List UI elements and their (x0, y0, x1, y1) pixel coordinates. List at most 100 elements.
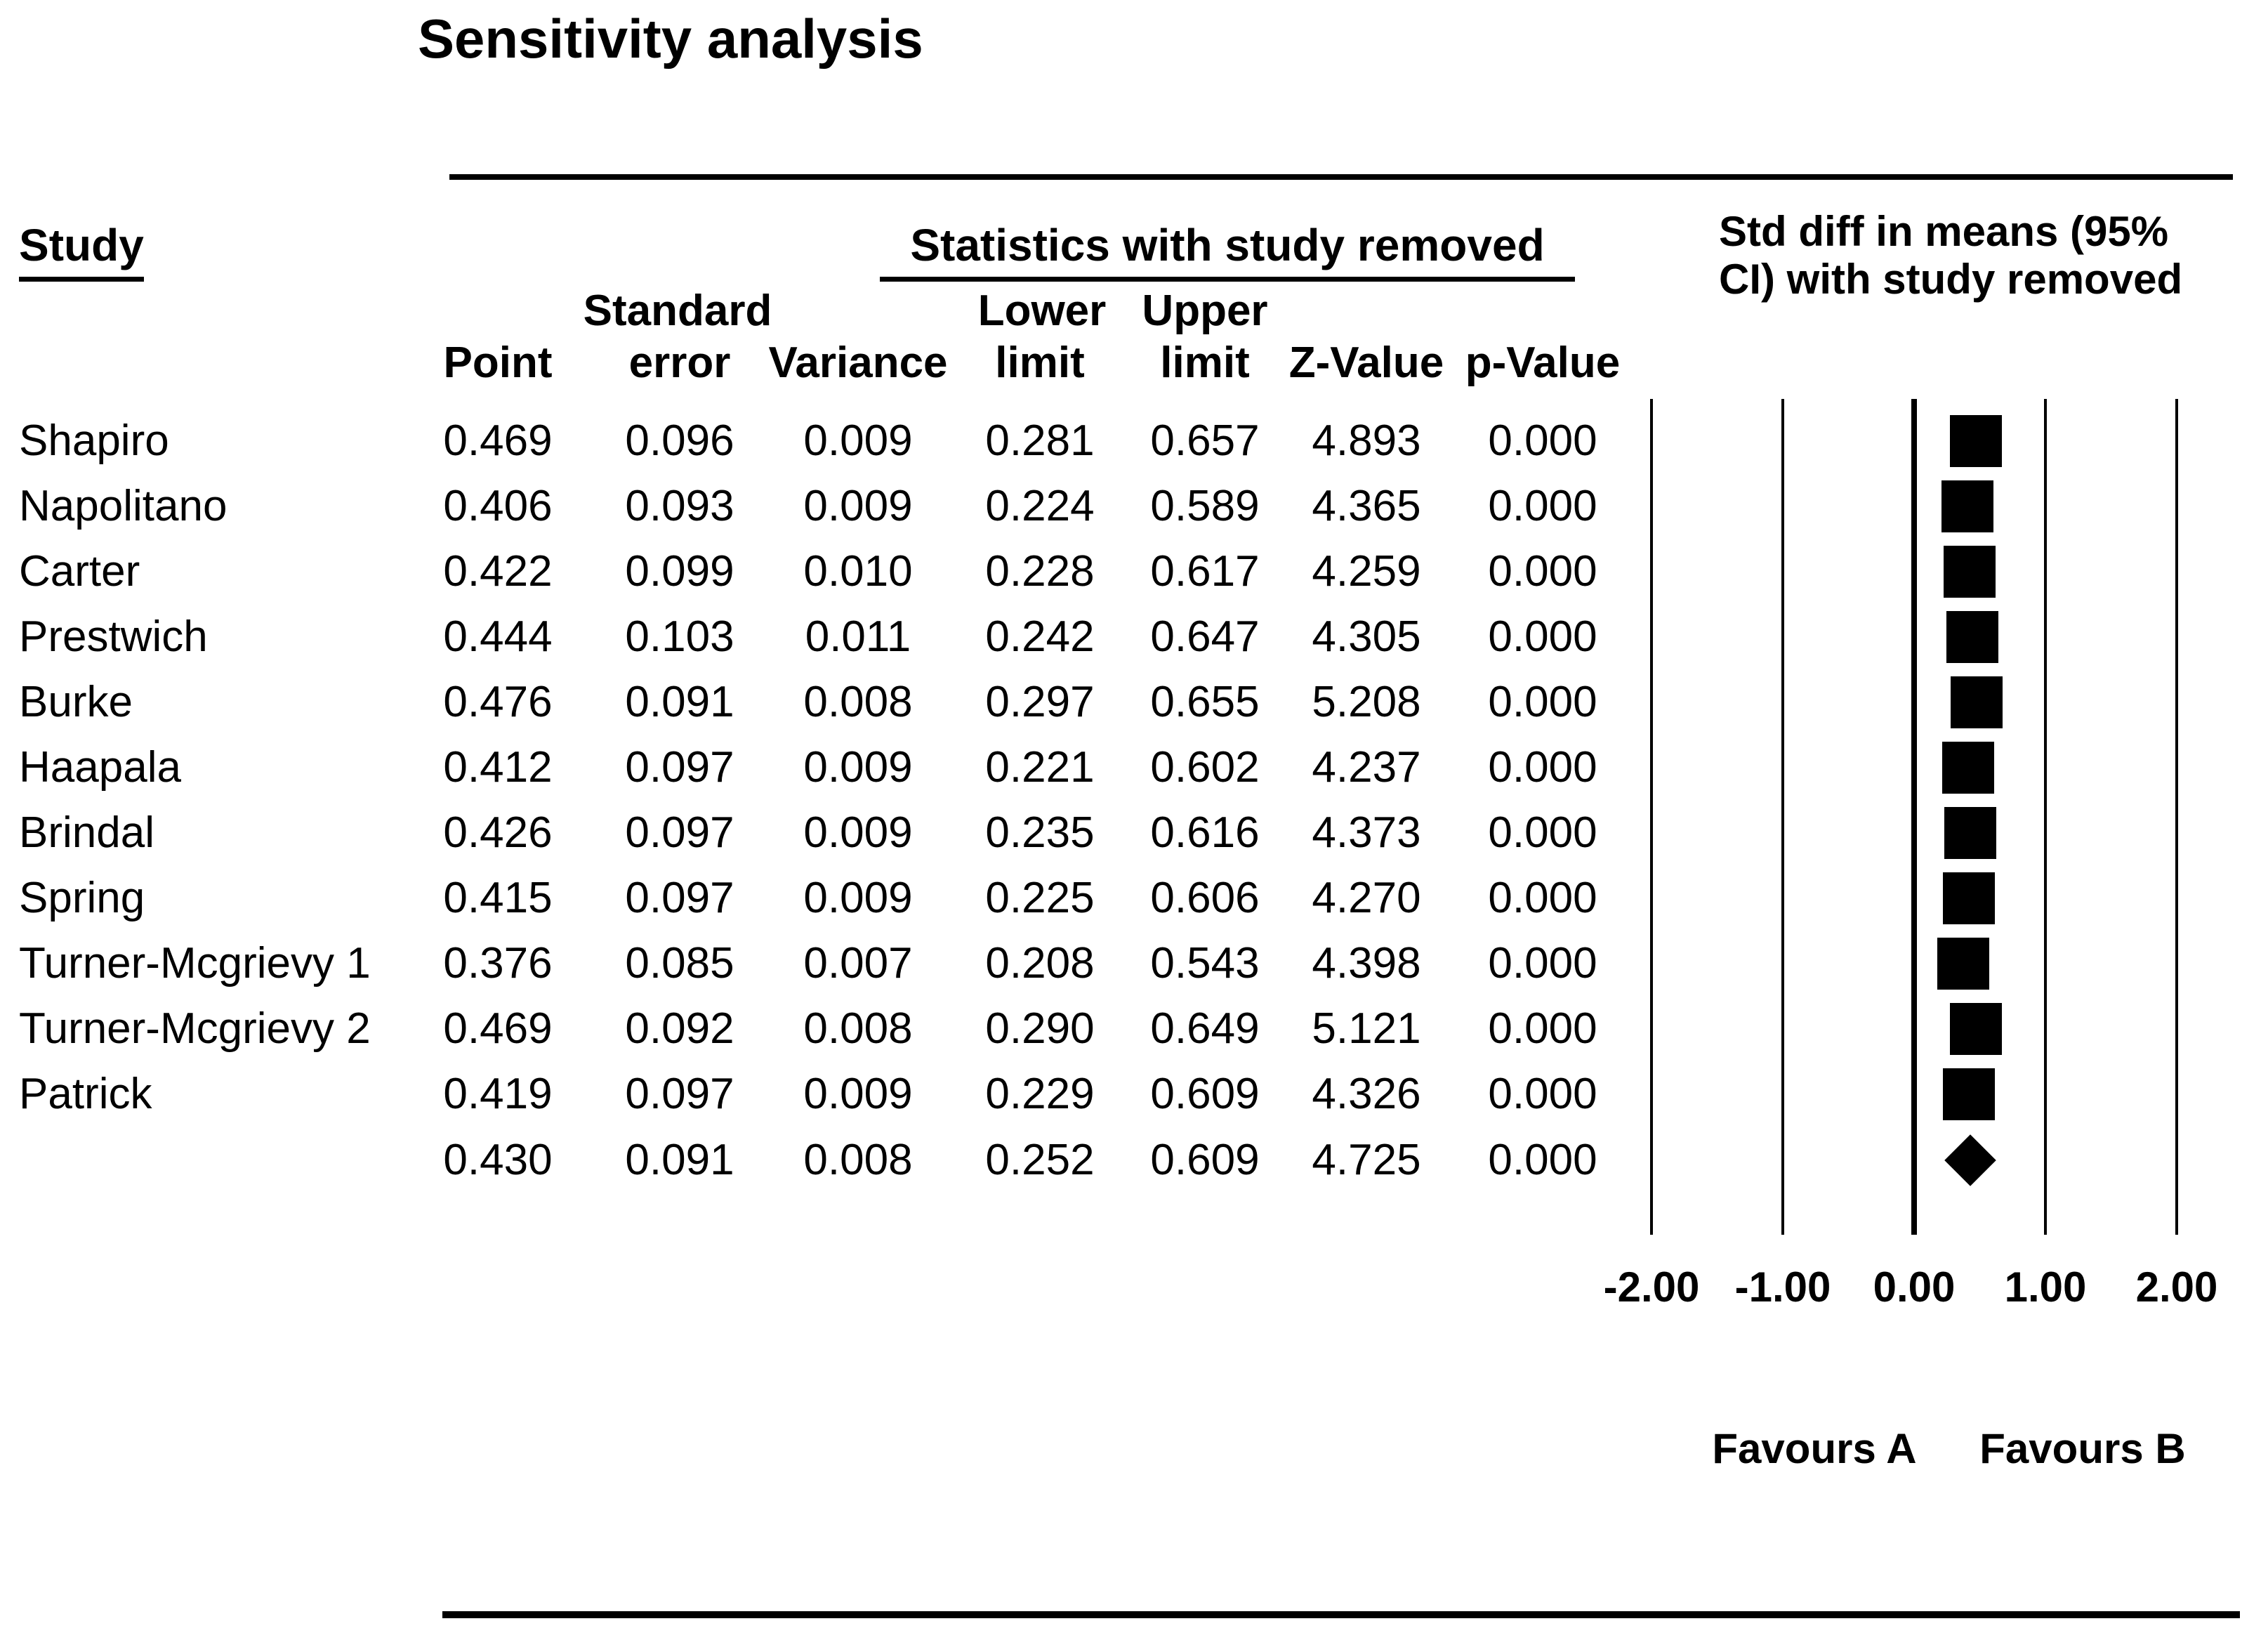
effect-column-header: Std diff in means (95% CI) with study re… (1719, 208, 2182, 303)
study-name: Spring (19, 874, 145, 922)
cell-point: 0.412 (443, 743, 553, 792)
subheader-lower-limit: limit (995, 339, 1085, 387)
cell-p_value: 0.000 (1488, 612, 1597, 661)
forest-square-marker (1943, 1068, 1996, 1120)
cell-z_value: 4.365 (1312, 482, 1421, 530)
cell-lower_limit: 0.242 (985, 612, 1095, 661)
axis-tick-label: 2.00 (2135, 1264, 2218, 1311)
forest-square-marker (1951, 676, 2003, 728)
figure-title: Sensitivity analysis (418, 8, 923, 70)
subheader-p-value: p-Value (1465, 339, 1621, 387)
cell-point: 0.422 (443, 547, 553, 596)
cell-standard_error: 0.103 (625, 612, 734, 661)
forest-square-marker (1949, 1003, 2002, 1055)
cell-lower_limit: 0.235 (985, 808, 1095, 857)
cell-upper_limit: 0.543 (1150, 939, 1260, 988)
bottom-rule (442, 1611, 2240, 1618)
subheader-upper-limit: limit (1160, 339, 1250, 387)
subheader-z-value: Z-Value (1288, 339, 1444, 387)
cell-variance: 0.009 (803, 1070, 913, 1118)
cell-lower_limit: 0.224 (985, 482, 1095, 530)
subheader-error: error (628, 339, 731, 387)
cell-variance: 0.010 (803, 547, 913, 596)
cell-variance: 0.009 (803, 808, 913, 857)
favours-b-label: Favours B (1979, 1425, 2186, 1472)
axis-tick-label: -2.00 (1603, 1264, 1700, 1311)
cell-point: 0.415 (443, 874, 553, 922)
cell-variance: 0.009 (803, 874, 913, 922)
study-name: Turner-Mcgrievy 1 (19, 939, 371, 988)
forest-square-marker (1941, 480, 1993, 532)
cell-variance: 0.008 (803, 1004, 913, 1053)
forest-square-marker (1949, 415, 2002, 467)
cell-standard_error: 0.097 (625, 808, 734, 857)
forest-square-marker (1943, 546, 1996, 598)
forest-square-marker (1942, 872, 1995, 924)
cell-upper_limit: 0.647 (1150, 612, 1260, 661)
effect-column-header-line2: CI) with study removed (1719, 256, 2183, 303)
cell-upper_limit: 0.609 (1150, 1070, 1260, 1118)
cell-variance: 0.011 (805, 612, 911, 661)
cell-standard_error: 0.091 (625, 1136, 734, 1184)
plot-gridline (1911, 399, 1917, 1235)
cell-upper_limit: 0.609 (1150, 1136, 1260, 1184)
cell-z_value: 4.259 (1312, 547, 1421, 596)
cell-standard_error: 0.099 (625, 547, 734, 596)
subheader-standard: Standard (583, 287, 772, 335)
cell-z_value: 4.237 (1312, 743, 1421, 792)
cell-upper_limit: 0.657 (1150, 416, 1260, 465)
study-column-header: Study (19, 219, 144, 282)
cell-p_value: 0.000 (1488, 547, 1597, 596)
forest-square-marker (1944, 807, 1996, 859)
cell-standard_error: 0.091 (625, 678, 734, 726)
cell-z_value: 4.893 (1312, 416, 1421, 465)
cell-variance: 0.009 (803, 743, 913, 792)
cell-p_value: 0.000 (1488, 1070, 1597, 1118)
cell-z_value: 4.373 (1312, 808, 1421, 857)
cell-point: 0.469 (443, 416, 553, 465)
cell-lower_limit: 0.208 (985, 939, 1095, 988)
cell-lower_limit: 0.290 (985, 1004, 1095, 1053)
axis-tick-label: 0.00 (1873, 1264, 1956, 1311)
cell-p_value: 0.000 (1488, 939, 1597, 988)
cell-lower_limit: 0.281 (985, 416, 1095, 465)
cell-point: 0.426 (443, 808, 553, 857)
cell-lower_limit: 0.297 (985, 678, 1095, 726)
cell-point: 0.419 (443, 1070, 553, 1118)
cell-point: 0.376 (443, 939, 553, 988)
favours-a-label: Favours A (1712, 1425, 1917, 1472)
top-rule (449, 174, 2233, 180)
cell-upper_limit: 0.617 (1150, 547, 1260, 596)
cell-lower_limit: 0.221 (985, 743, 1095, 792)
study-name: Brindal (19, 808, 154, 857)
plot-gridline (2044, 399, 2047, 1235)
cell-lower_limit: 0.225 (985, 874, 1095, 922)
cell-variance: 0.009 (803, 482, 913, 530)
cell-p_value: 0.000 (1488, 1136, 1597, 1184)
cell-point: 0.469 (443, 1004, 553, 1053)
cell-z_value: 4.305 (1312, 612, 1421, 661)
stats-group-header: Statistics with study removed (880, 219, 1575, 282)
cell-standard_error: 0.092 (625, 1004, 734, 1053)
effect-column-header-line1: Std diff in means (95% (1719, 208, 2169, 255)
cell-variance: 0.007 (803, 939, 913, 988)
cell-standard_error: 0.097 (625, 1070, 734, 1118)
cell-standard_error: 0.096 (625, 416, 734, 465)
cell-p_value: 0.000 (1488, 874, 1597, 922)
cell-point: 0.406 (443, 482, 553, 530)
study-name: Patrick (19, 1070, 152, 1118)
subheader-variance: Variance (768, 339, 948, 387)
cell-p_value: 0.000 (1488, 678, 1597, 726)
subheader-lower: Lower (977, 287, 1107, 335)
cell-variance: 0.008 (803, 1136, 913, 1184)
cell-p_value: 0.000 (1488, 743, 1597, 792)
study-name: Prestwich (19, 612, 208, 661)
cell-standard_error: 0.097 (625, 743, 734, 792)
cell-upper_limit: 0.589 (1150, 482, 1260, 530)
axis-tick-label: 1.00 (2004, 1264, 2087, 1311)
cell-lower_limit: 0.252 (985, 1136, 1095, 1184)
forest-square-marker (1942, 742, 1995, 794)
study-name: Haapala (19, 743, 181, 792)
study-name: Carter (19, 547, 140, 596)
